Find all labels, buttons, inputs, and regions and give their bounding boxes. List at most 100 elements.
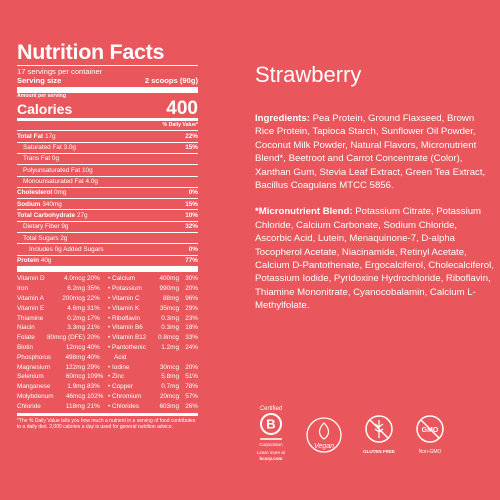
ingredients: Ingredients: Pea Protein, Ground Flaxsee… [255, 112, 495, 192]
micronutrient-cell: Manganese [17, 383, 51, 391]
nutrient-row: Total Sugars 2g [17, 232, 198, 243]
panel-title: Nutrition Facts [17, 40, 198, 66]
micronutrient-cell: 109% [87, 373, 104, 381]
micronutrient-row: Chloride 118mg 21% • Chlorides 603mg 26% [17, 401, 198, 411]
micronutrient-cell: 18% [185, 324, 198, 332]
micronutrient-cell: 20mcg [159, 393, 179, 401]
nutrient-label: Polyunsaturated Fat 10g [23, 167, 93, 174]
ingredients-lead: Ingredients: [255, 113, 310, 124]
micronutrient-cell: Biotin [17, 344, 33, 352]
micronutrient-cell: 122mg [65, 363, 85, 371]
nutrient-name: Trans Fat [23, 155, 51, 163]
nutrient-name: Monounsaturated Fat [23, 178, 84, 186]
micronutrient-cell: 35% [87, 285, 100, 293]
nutrient-dv: 10% [185, 211, 198, 219]
nutrient-amount: 17g [44, 132, 56, 140]
micronutrient-cell: 12mcg [65, 344, 85, 352]
vegan-badge [306, 417, 342, 453]
micronutrient-cell: 4.6mg [67, 304, 85, 312]
micronutrient-cell: 29% [87, 363, 100, 371]
micronutrient-row: Vitamin A 200mcg 22% • Vitamin C 88mg 96% [17, 294, 198, 304]
nutrient-label: Trans Fat 0g [23, 155, 59, 162]
calories-row: Calories 400 [17, 99, 198, 118]
nutrient-dv: 15% [185, 144, 198, 152]
nutrient-amount: 10g [81, 166, 93, 174]
micronutrient-cell: 0.3mg [161, 314, 179, 322]
micronutrient-cell: 29% [185, 304, 198, 312]
micronutrient-row: Niacin 3.3mg 21% • Vitamin B6 0.3mg 18% [17, 323, 198, 333]
nutrient-name: Protein [17, 257, 40, 265]
micronutrient-cell: 83% [87, 383, 100, 391]
micronutrient-cell: Vitamin D [17, 275, 45, 283]
micronutrient-cell: • Pantothenic [108, 344, 146, 352]
nutrient-name: Sodium [17, 200, 41, 208]
micronutrient-cell: Selenium [17, 373, 44, 381]
micronutrient-cell: • Riboflavin [108, 314, 141, 322]
micronutrient-cell: 3.3mg [67, 324, 85, 332]
micronutrient-cell: 78% [185, 383, 198, 391]
micronutrient-cell: 0.8mcg [158, 334, 179, 342]
nutrient-dv: 32% [185, 223, 198, 231]
bcorp-certified: Certified [260, 406, 282, 412]
bcorp-learn: Learn more at [257, 450, 286, 455]
micronutrient-cell: • Potassium [108, 285, 142, 293]
nutrient-name: Total Fat [17, 132, 44, 140]
micronutrient-cell: 1.2mg [161, 344, 179, 352]
micronutrient-cell: Vitamin A [17, 295, 44, 303]
micronutrient-cell: Molybdenum [17, 393, 54, 401]
ingredients-text: Pea Protein, Ground Flaxseed, Brown Rice… [255, 113, 486, 192]
dv-header: % Daily Value* [162, 122, 198, 129]
nutrient-name: Includes 0g Added Sugars [29, 245, 104, 253]
nutrient-amount: 0g [51, 155, 59, 163]
micronutrient-cell: 57% [185, 393, 198, 401]
nutrient-label: Total Fat 17g [17, 133, 56, 140]
micronutrient-cell: Chloride [17, 402, 41, 410]
micronutrient-cell: • Vitamin B6 [108, 324, 143, 332]
nutrient-name: Polyunsaturated Fat [23, 166, 81, 174]
micronutrient-cell: • Chlorides [108, 402, 140, 410]
serving-size: 2 scoops (90g) [144, 75, 198, 85]
nutrient-row: Total Carbohydrate 27g 10% [17, 209, 198, 220]
micronutrient-cell: 35mcg [159, 304, 179, 312]
micronutrient-cell: 60mcg [65, 373, 85, 381]
nutrient-row: Monounsaturated Fat 4.0g [17, 175, 198, 187]
nutrient-name: Cholesterol [17, 189, 53, 197]
nutrient-name: Total Sugars [23, 234, 59, 242]
micronutrient-cell: • Vitamin C [108, 295, 140, 303]
micronutrient-cell: 20% [185, 363, 198, 371]
non-gmo-badge [416, 415, 444, 443]
servings: 17 servings per container [17, 67, 103, 76]
micronutrient-cell: • Vitamin K [108, 304, 140, 312]
micronutrient-blend: *Micronutrient Blend: Potassium Citrate,… [255, 205, 495, 312]
nutrient-row: Trans Fat 0g [17, 153, 198, 164]
nutrient-amount: 27g [76, 211, 88, 219]
micronutrient-cell: 4.0mcg [64, 275, 85, 283]
nutrient-row: Includes 0g Added Sugars 0% [17, 243, 198, 254]
nutrient-row: Polyunsaturated Fat 10g [17, 164, 198, 175]
nutrient-label: Protein 40g [17, 257, 51, 264]
nutrient-label: Dietary Fiber 9g [23, 223, 68, 230]
micronutrient-cell: 20% [87, 334, 100, 342]
nutrient-amount: 340mg [42, 200, 62, 208]
blend-lead: *Micronutrient Blend: [255, 206, 353, 218]
micronutrient-cell: 0.3mg [161, 324, 179, 332]
nutrient-dv: 77% [185, 257, 198, 265]
blend-text: Potassium Citrate, Potassium Chloride, C… [255, 206, 494, 312]
micronutrient-cell: • Zinc [108, 373, 125, 381]
gluten-free-badge [365, 415, 393, 443]
micronutrient-cell: 21% [87, 324, 100, 332]
nutrient-row: Cholesterol 0mg 0% [17, 186, 198, 198]
micronutrient-cell: 40% [87, 353, 100, 361]
nutrient-amount: 4.0g [85, 178, 98, 186]
micronutrient-cell: 40% [87, 344, 100, 352]
nutrient-name: Total Carbohydrate [17, 211, 76, 219]
product-name: Strawberry [255, 62, 362, 87]
non-gmo-slash [420, 419, 440, 439]
gluten-free-label: GLUTEN FREE [363, 449, 395, 454]
micronutrient-cell: 80mcg (DFE) [47, 334, 85, 342]
micronutrient-cell: • Chromium [108, 393, 142, 401]
micronutrient-cell: 20% [87, 275, 100, 283]
micronutrient-cell: 31% [87, 304, 100, 312]
nutrient-name: Saturated Fat [23, 144, 62, 152]
